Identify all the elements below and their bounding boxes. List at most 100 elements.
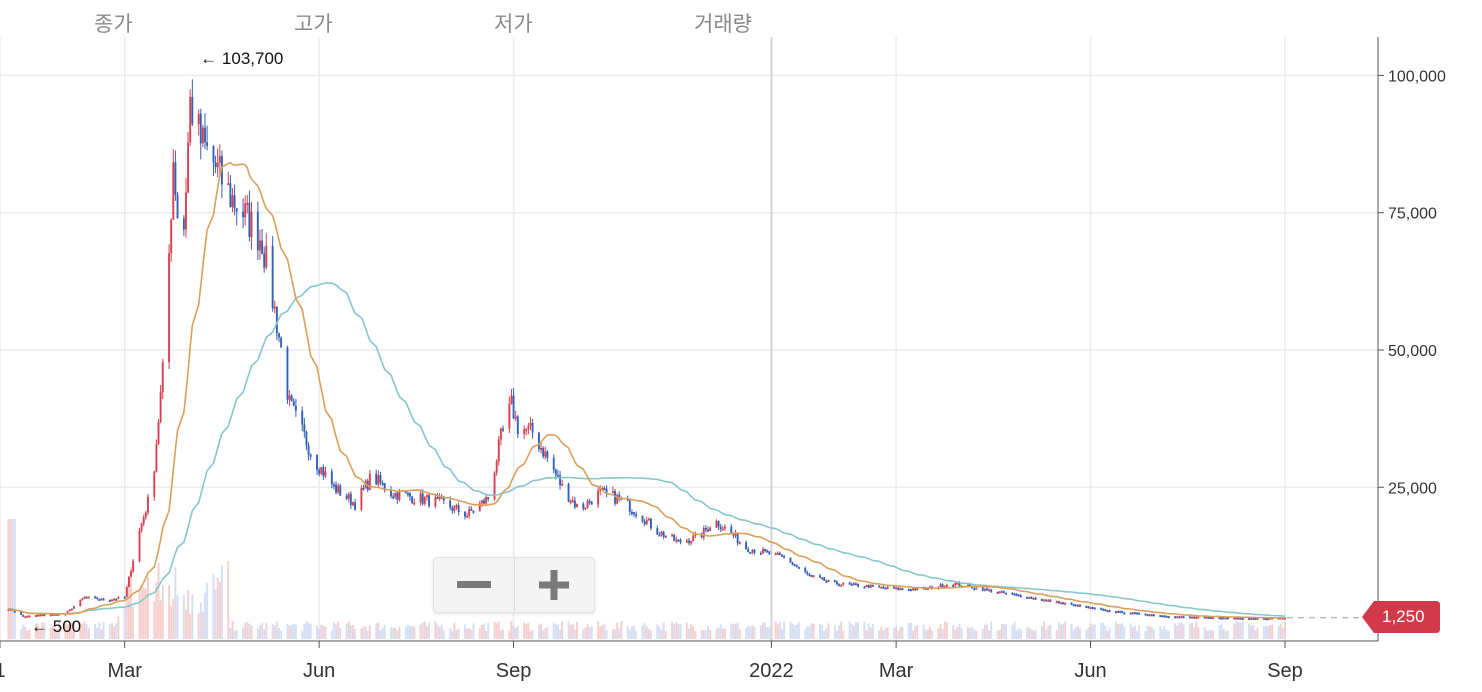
tab-high[interactable]: 고가 — [294, 13, 333, 36]
volume-bar — [259, 625, 261, 639]
volume-bar — [1129, 623, 1132, 639]
volume-bar — [292, 624, 295, 639]
volume-bar — [468, 628, 471, 639]
candle-body — [540, 447, 543, 450]
volume-bar — [280, 630, 283, 639]
candle-body — [231, 195, 234, 207]
candle-body — [1252, 617, 1255, 620]
volume-bar — [586, 624, 589, 639]
tab-low[interactable]: 저가 — [494, 13, 533, 36]
candle-body — [1030, 596, 1033, 599]
volume-bar — [658, 626, 661, 639]
volume-bar — [857, 621, 860, 639]
candle-body — [335, 484, 337, 493]
candle-body — [37, 614, 39, 617]
volume-bar — [554, 624, 557, 639]
y-axis: 25,000 50,000 75,000 100,000 — [1378, 68, 1446, 497]
candle-body — [87, 596, 90, 599]
volume-bar — [495, 623, 498, 639]
volume-bar — [330, 630, 333, 639]
candle-body — [886, 586, 889, 589]
volume-bar — [1000, 623, 1003, 639]
volume-bar — [256, 628, 259, 639]
candle-body — [1093, 607, 1096, 610]
volume-bar — [155, 582, 158, 639]
volume-bar — [975, 630, 978, 639]
candle-body — [130, 571, 132, 577]
candle-body — [56, 613, 59, 616]
volume-bar — [146, 576, 149, 639]
candle-body — [478, 503, 481, 512]
candle-body — [28, 615, 31, 618]
candle-body — [567, 483, 570, 502]
volume-bar — [423, 621, 426, 639]
zoom-in-button[interactable] — [514, 558, 594, 612]
candle-body — [409, 493, 411, 497]
candle-body — [998, 591, 1001, 594]
candle-body — [808, 574, 811, 577]
volume-bar — [886, 627, 889, 639]
candle-body — [495, 461, 498, 473]
candle-body — [381, 482, 384, 485]
y-tick-label: 100,000 — [1388, 68, 1446, 85]
volume-bar — [1163, 625, 1166, 639]
volume-bar — [406, 624, 409, 639]
volume-bar — [783, 621, 786, 639]
candle-body — [685, 540, 688, 543]
volume-bar — [438, 626, 441, 639]
volume-bar — [144, 589, 147, 639]
candle-body — [235, 208, 238, 212]
candle-body — [189, 96, 192, 143]
tab-close[interactable]: 종가 — [94, 13, 133, 36]
volume-bar — [271, 624, 274, 639]
volume-bar — [1279, 623, 1282, 639]
volume-bar — [512, 626, 515, 639]
candle-body — [882, 586, 885, 589]
candle-body — [233, 195, 236, 209]
candle-body — [850, 583, 853, 586]
volume-bar — [1133, 625, 1136, 639]
volume-bar — [776, 623, 779, 639]
volume-bar — [191, 594, 194, 639]
candle-body — [455, 505, 458, 508]
candle-body — [123, 596, 126, 599]
candle-body — [83, 596, 86, 599]
volume-bar — [1250, 625, 1253, 639]
candle-body — [1239, 617, 1242, 620]
candle-body — [544, 451, 547, 457]
volume-bar — [926, 629, 929, 639]
volume-bar — [244, 622, 247, 639]
volume-bar — [546, 626, 549, 639]
candle-body — [396, 492, 399, 500]
candle-body — [170, 219, 173, 254]
candle-body — [700, 533, 703, 538]
volume-bar — [1165, 629, 1168, 639]
candle-body — [789, 557, 792, 563]
tab-volume[interactable]: 거래량 — [694, 13, 752, 36]
candle-body — [719, 526, 722, 530]
volume-bar — [1207, 630, 1210, 639]
candle-body — [51, 613, 54, 616]
candle-body — [155, 443, 158, 472]
zoom-out-button[interactable] — [434, 558, 515, 612]
candle-body — [823, 577, 826, 581]
candle-body — [34, 615, 37, 618]
candle-body — [916, 587, 919, 590]
candle-body — [975, 587, 978, 590]
volume-bar — [1041, 625, 1043, 639]
candle-body — [472, 510, 475, 513]
candle-body — [24, 616, 27, 619]
volume-bar — [392, 627, 395, 639]
candle-body — [692, 535, 695, 542]
candle-body — [1237, 617, 1240, 620]
candle-body — [1195, 616, 1198, 619]
candle-body — [259, 240, 261, 251]
candle-body — [973, 588, 976, 591]
volume-bar — [275, 621, 278, 639]
candle-body — [1019, 595, 1022, 598]
candle-body — [884, 587, 887, 590]
candle-body — [132, 560, 135, 572]
candle-body — [377, 475, 380, 485]
volume-bar — [161, 584, 164, 639]
candle-body — [176, 194, 179, 219]
